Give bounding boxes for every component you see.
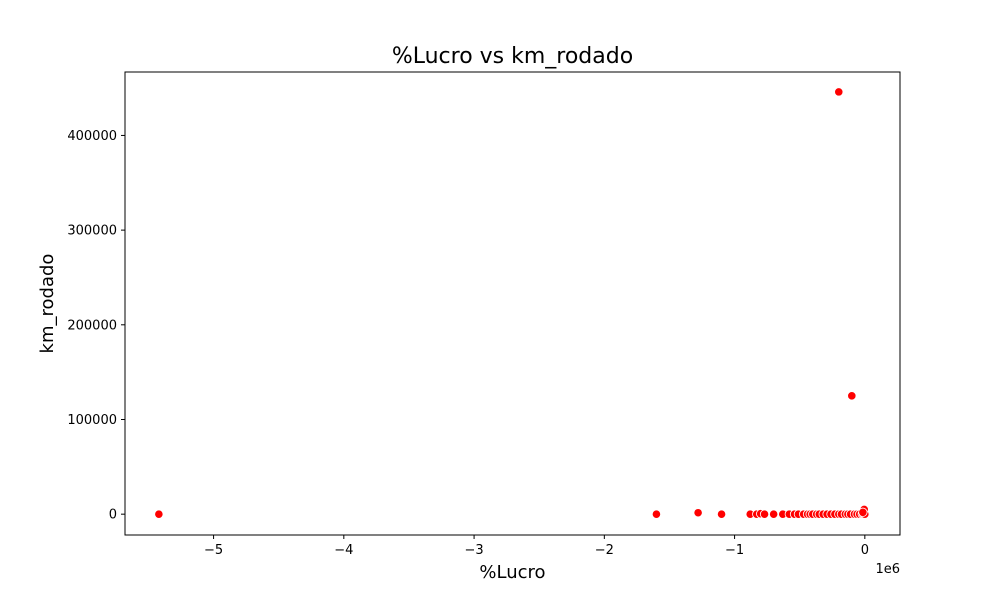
y-tick-label: 0 — [109, 508, 117, 523]
x-axis-label: %Lucro — [479, 562, 545, 583]
y-axis: 0 100000 200000 300000 400000 — [67, 129, 125, 523]
data-point — [769, 509, 779, 519]
y-tick-label: 100000 — [67, 413, 117, 428]
data-point — [759, 509, 770, 519]
x-tick-label: −4 — [334, 543, 353, 558]
y-axis-label: km_rodado — [37, 254, 58, 354]
x-tick-label: 0 — [861, 543, 869, 558]
data-point — [716, 509, 727, 519]
data-points — [154, 87, 870, 519]
plot-frame — [124, 71, 901, 536]
x-axis-offset-label: 1e6 — [875, 562, 900, 577]
data-point — [651, 509, 662, 519]
x-tick-label: −1 — [725, 543, 744, 558]
data-point — [847, 391, 857, 401]
x-tick-label: −2 — [595, 543, 614, 558]
y-tick-label: 200000 — [67, 318, 117, 333]
x-tick-label: −3 — [464, 543, 483, 558]
y-tick-label: 300000 — [67, 224, 117, 239]
x-tick-label: −5 — [204, 543, 223, 558]
data-point — [154, 509, 164, 519]
chart-title: %Lucro vs km_rodado — [392, 44, 633, 69]
x-axis: −5 −4 −3 −2 −1 0 — [204, 535, 869, 558]
data-point — [834, 87, 844, 97]
data-point — [858, 507, 868, 517]
data-point — [693, 508, 703, 518]
y-tick-label: 400000 — [67, 129, 117, 144]
